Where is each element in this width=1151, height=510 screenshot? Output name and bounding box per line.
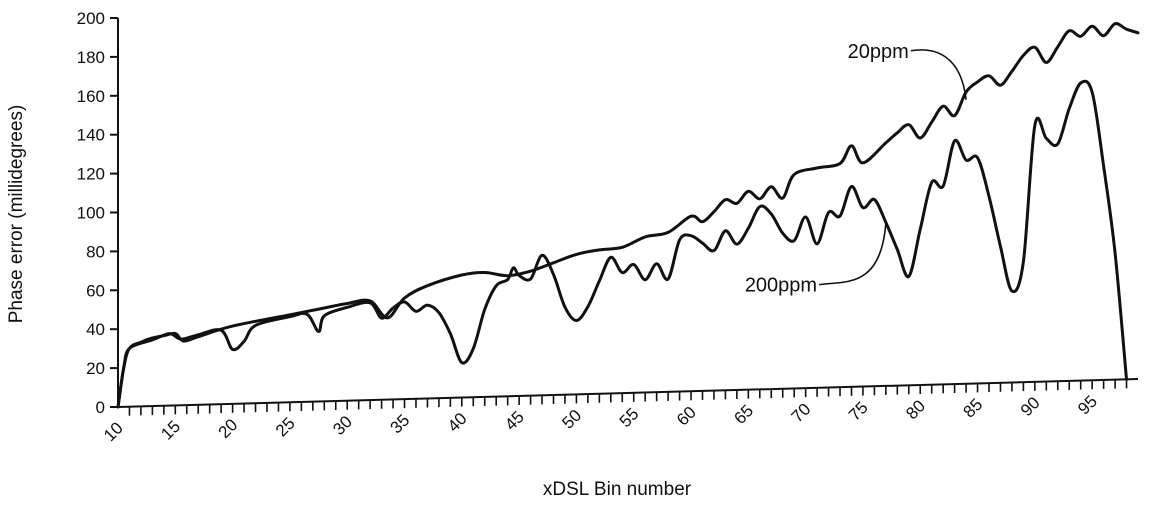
x-tick-label: 95 — [1074, 392, 1101, 419]
y-axis-label: Phase error (millidegrees) — [6, 105, 27, 324]
x-tick-label: 40 — [444, 409, 471, 436]
annotations: 20ppm 200ppm — [745, 41, 966, 297]
annotation-leader-200ppm — [819, 223, 886, 285]
x-tick-label: 90 — [1017, 393, 1044, 420]
x-axis-line — [118, 379, 1138, 407]
y-tick-label: 200 — [77, 9, 105, 28]
x-tick-label: 85 — [960, 395, 987, 422]
series-line-200ppm — [118, 81, 1127, 407]
x-tick-label: 45 — [501, 407, 528, 434]
x-tick-label: 75 — [845, 398, 872, 425]
y-tick-label: 120 — [77, 165, 105, 184]
x-tick-label: 55 — [616, 404, 643, 431]
y-tick-label: 160 — [77, 87, 105, 106]
x-tick-label: 60 — [673, 403, 700, 430]
y-axis-ticks: 0 20 40 60 80 100 120 140 160 180 200 — [77, 9, 118, 417]
y-tick-label: 60 — [86, 281, 105, 300]
x-tick-label: 35 — [387, 411, 414, 438]
y-tick-label: 40 — [86, 320, 105, 339]
annotation-label-20ppm: 20ppm — [848, 41, 909, 63]
x-tick-label: 15 — [157, 417, 184, 444]
series-layer — [118, 24, 1138, 407]
y-tick-label: 0 — [96, 398, 105, 417]
x-tick-label: 65 — [730, 401, 757, 428]
x-tick-label: 50 — [558, 406, 585, 433]
y-tick-label: 140 — [77, 126, 105, 145]
x-tick-label: 80 — [902, 396, 929, 423]
x-tick-label: 20 — [215, 415, 242, 442]
annotation-leader-20ppm — [911, 50, 966, 100]
x-axis-ticks: 10 15 20 25 30 35 40 45 50 55 60 65 70 75 80 85 90 95 — [100, 379, 1127, 445]
y-tick-label: 80 — [86, 242, 105, 261]
x-tick-label: 30 — [329, 412, 356, 439]
y-tick-label: 180 — [77, 48, 105, 67]
y-tick-label: 20 — [86, 359, 105, 378]
x-tick-label: 70 — [788, 400, 815, 427]
annotation-label-200ppm: 200ppm — [745, 275, 817, 297]
x-axis-label: xDSL Bin number — [543, 479, 692, 500]
x-tick-label: 10 — [100, 418, 127, 445]
y-tick-label: 100 — [77, 204, 105, 223]
x-tick-label: 25 — [272, 414, 299, 441]
series-line-20ppm — [118, 24, 1138, 407]
